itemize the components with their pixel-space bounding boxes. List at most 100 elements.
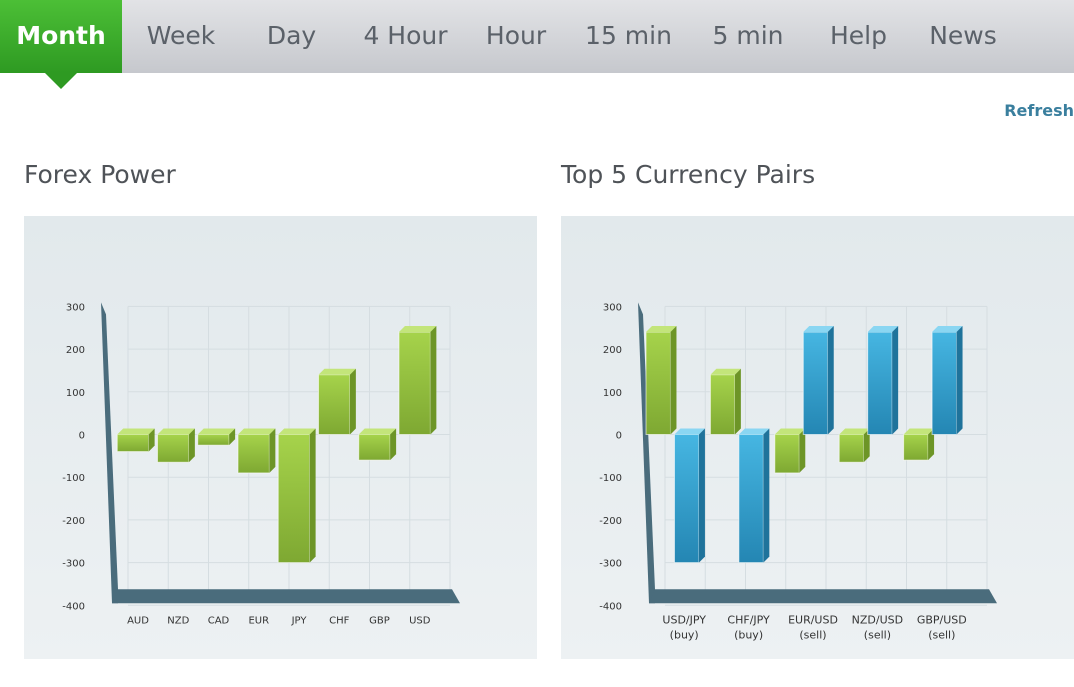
bar-gbp-usd-a-top xyxy=(903,428,935,435)
bar-eur-usd-b xyxy=(802,326,834,435)
bar-cad-front xyxy=(197,434,230,446)
bar-nzd-usd-b-front xyxy=(867,331,893,435)
y-tick-label: 0 xyxy=(616,431,622,442)
bar-gbp xyxy=(358,428,397,461)
tab-5-min[interactable]: 5 min xyxy=(712,21,784,50)
bar-nzd xyxy=(156,428,195,463)
bar-jpy xyxy=(277,428,316,564)
bar-chf xyxy=(317,368,356,435)
x-tick-label-sub: (sell) xyxy=(799,628,826,641)
y-tick-label: -100 xyxy=(62,473,85,484)
bar-nzd-usd-b xyxy=(867,326,899,435)
bar-jpy-side xyxy=(309,428,316,563)
bar-gbp-side xyxy=(390,428,397,461)
y-tick-label: -100 xyxy=(599,473,622,484)
x-tick-label: GBP/USD xyxy=(917,613,967,626)
bar-nzd-usd-b-side xyxy=(892,326,899,435)
bar-chf-top xyxy=(318,368,356,375)
x-tick-label: GBP xyxy=(369,615,390,626)
x-tick-label-sub: (buy) xyxy=(670,628,699,641)
tab-help[interactable]: Help xyxy=(830,21,887,50)
bar-usd-jpy-b xyxy=(673,428,705,564)
bar-chf-side xyxy=(349,368,356,435)
bar-aud-side xyxy=(148,428,155,452)
bar-chf-jpy-a xyxy=(709,368,741,435)
forex-power-panel: 300 200 100 0 -100 -200 -300 -400 AUD NZD CAD EUR JP… xyxy=(24,216,537,659)
bar-gbp-usd-b xyxy=(931,326,963,435)
bar-chf-jpy-b-top xyxy=(738,428,770,435)
bar-usd-jpy-a xyxy=(645,326,677,435)
y-tick-label: -200 xyxy=(599,516,622,527)
bar-usd-side xyxy=(430,326,437,435)
tab-week[interactable]: Week xyxy=(146,21,216,50)
bar-nzd-usd-a-side xyxy=(863,428,870,463)
forex-power-title: Forex Power xyxy=(24,160,176,189)
y-tick-label: 100 xyxy=(603,388,622,399)
tab-news[interactable]: News xyxy=(929,21,997,50)
top-pairs-title: Top 5 Currency Pairs xyxy=(561,160,816,189)
bar-gbp-usd-b-front xyxy=(931,331,958,435)
bar-nzd-usd-b-top xyxy=(867,326,899,333)
bar-aud-front xyxy=(116,434,150,453)
timeframe-tab-bar: Month Week Day 4 Hour Hour 15 min 5 min Help New… xyxy=(0,0,1074,89)
bar-chf-jpy-b xyxy=(738,428,770,564)
bar-chf-jpy-a-side xyxy=(734,368,741,435)
x-tick-label-sub: (sell) xyxy=(864,628,891,641)
bar-nzd-front xyxy=(156,434,190,463)
bar-cad-top xyxy=(197,428,236,435)
bar-usd-top xyxy=(398,326,437,333)
bar-jpy-front xyxy=(277,434,311,564)
bar-nzd-usd-a-top xyxy=(839,428,870,435)
bar-eur-usd-b-top xyxy=(803,326,834,333)
x-tick-label: USD xyxy=(409,615,431,626)
x-tick-label: CHF/JPY xyxy=(727,613,770,626)
bar-cad-side xyxy=(229,428,236,446)
bar-usd xyxy=(398,326,437,435)
bar-gbp-usd-a-front xyxy=(903,434,929,461)
tab-month[interactable]: Month xyxy=(0,0,122,89)
bar-chf-jpy-a-front xyxy=(709,374,736,435)
x-tick-label: NZD xyxy=(167,615,189,626)
bar-usd-jpy-a-front xyxy=(645,331,671,435)
y-axis-wall xyxy=(638,302,655,604)
tab-hour[interactable]: Hour xyxy=(485,21,547,50)
bar-chf-jpy-b-front xyxy=(738,434,764,564)
bar-aud xyxy=(116,428,155,453)
bar-nzd-usd-a xyxy=(838,428,870,463)
bar-eur-side xyxy=(269,428,276,473)
bar-eur-usd-b-front xyxy=(802,331,829,435)
bar-chf-jpy-a-top xyxy=(710,368,741,375)
bar-usd-front xyxy=(398,331,431,435)
bar-eur-usd-a-top xyxy=(774,428,806,435)
y-tick-label: -200 xyxy=(62,516,85,527)
tab-day[interactable]: Day xyxy=(266,21,317,50)
y-tick-label: -300 xyxy=(62,559,85,570)
bar-nzd-usd-a-front xyxy=(838,434,865,463)
tab-4-hour[interactable]: 4 Hour xyxy=(363,21,448,50)
y-tick-label: -400 xyxy=(599,601,622,612)
bar-gbp-front xyxy=(358,434,391,461)
bar-eur-usd-a-side xyxy=(799,428,806,473)
y-tick-label: 100 xyxy=(66,388,85,399)
y-axis-wall xyxy=(101,302,118,604)
tab-15-min[interactable]: 15 min xyxy=(585,21,672,50)
bar-eur-usd-a xyxy=(774,428,806,474)
bar-eur xyxy=(237,428,276,474)
y-tick-label: 0 xyxy=(79,431,85,442)
x-tick-label: NZD/USD xyxy=(852,613,903,626)
x-tick-label: USD/JPY xyxy=(662,613,706,626)
bar-usd-jpy-a-top xyxy=(646,326,677,333)
x-tick-label: EUR xyxy=(248,615,269,626)
refresh-link[interactable]: Refresh xyxy=(1004,101,1074,120)
y-tick-label: 200 xyxy=(603,345,622,356)
bar-eur-front xyxy=(237,434,270,474)
x-tick-label: CAD xyxy=(208,615,230,626)
bar-gbp-usd-b-side xyxy=(956,326,963,435)
y-tick-label: 300 xyxy=(603,302,622,313)
x-axis-floor xyxy=(112,589,460,604)
forex-power-chart: 300 200 100 0 -100 -200 -300 -400 AUD NZD CAD EUR JP… xyxy=(62,302,460,626)
bar-jpy-top xyxy=(278,428,316,435)
top-pairs-chart: 300 200 100 0 -100 -200 -300 -400 USD/JPY (buy) CH… xyxy=(599,302,997,641)
x-axis-floor xyxy=(649,589,997,604)
bar-nzd-side xyxy=(188,428,195,463)
